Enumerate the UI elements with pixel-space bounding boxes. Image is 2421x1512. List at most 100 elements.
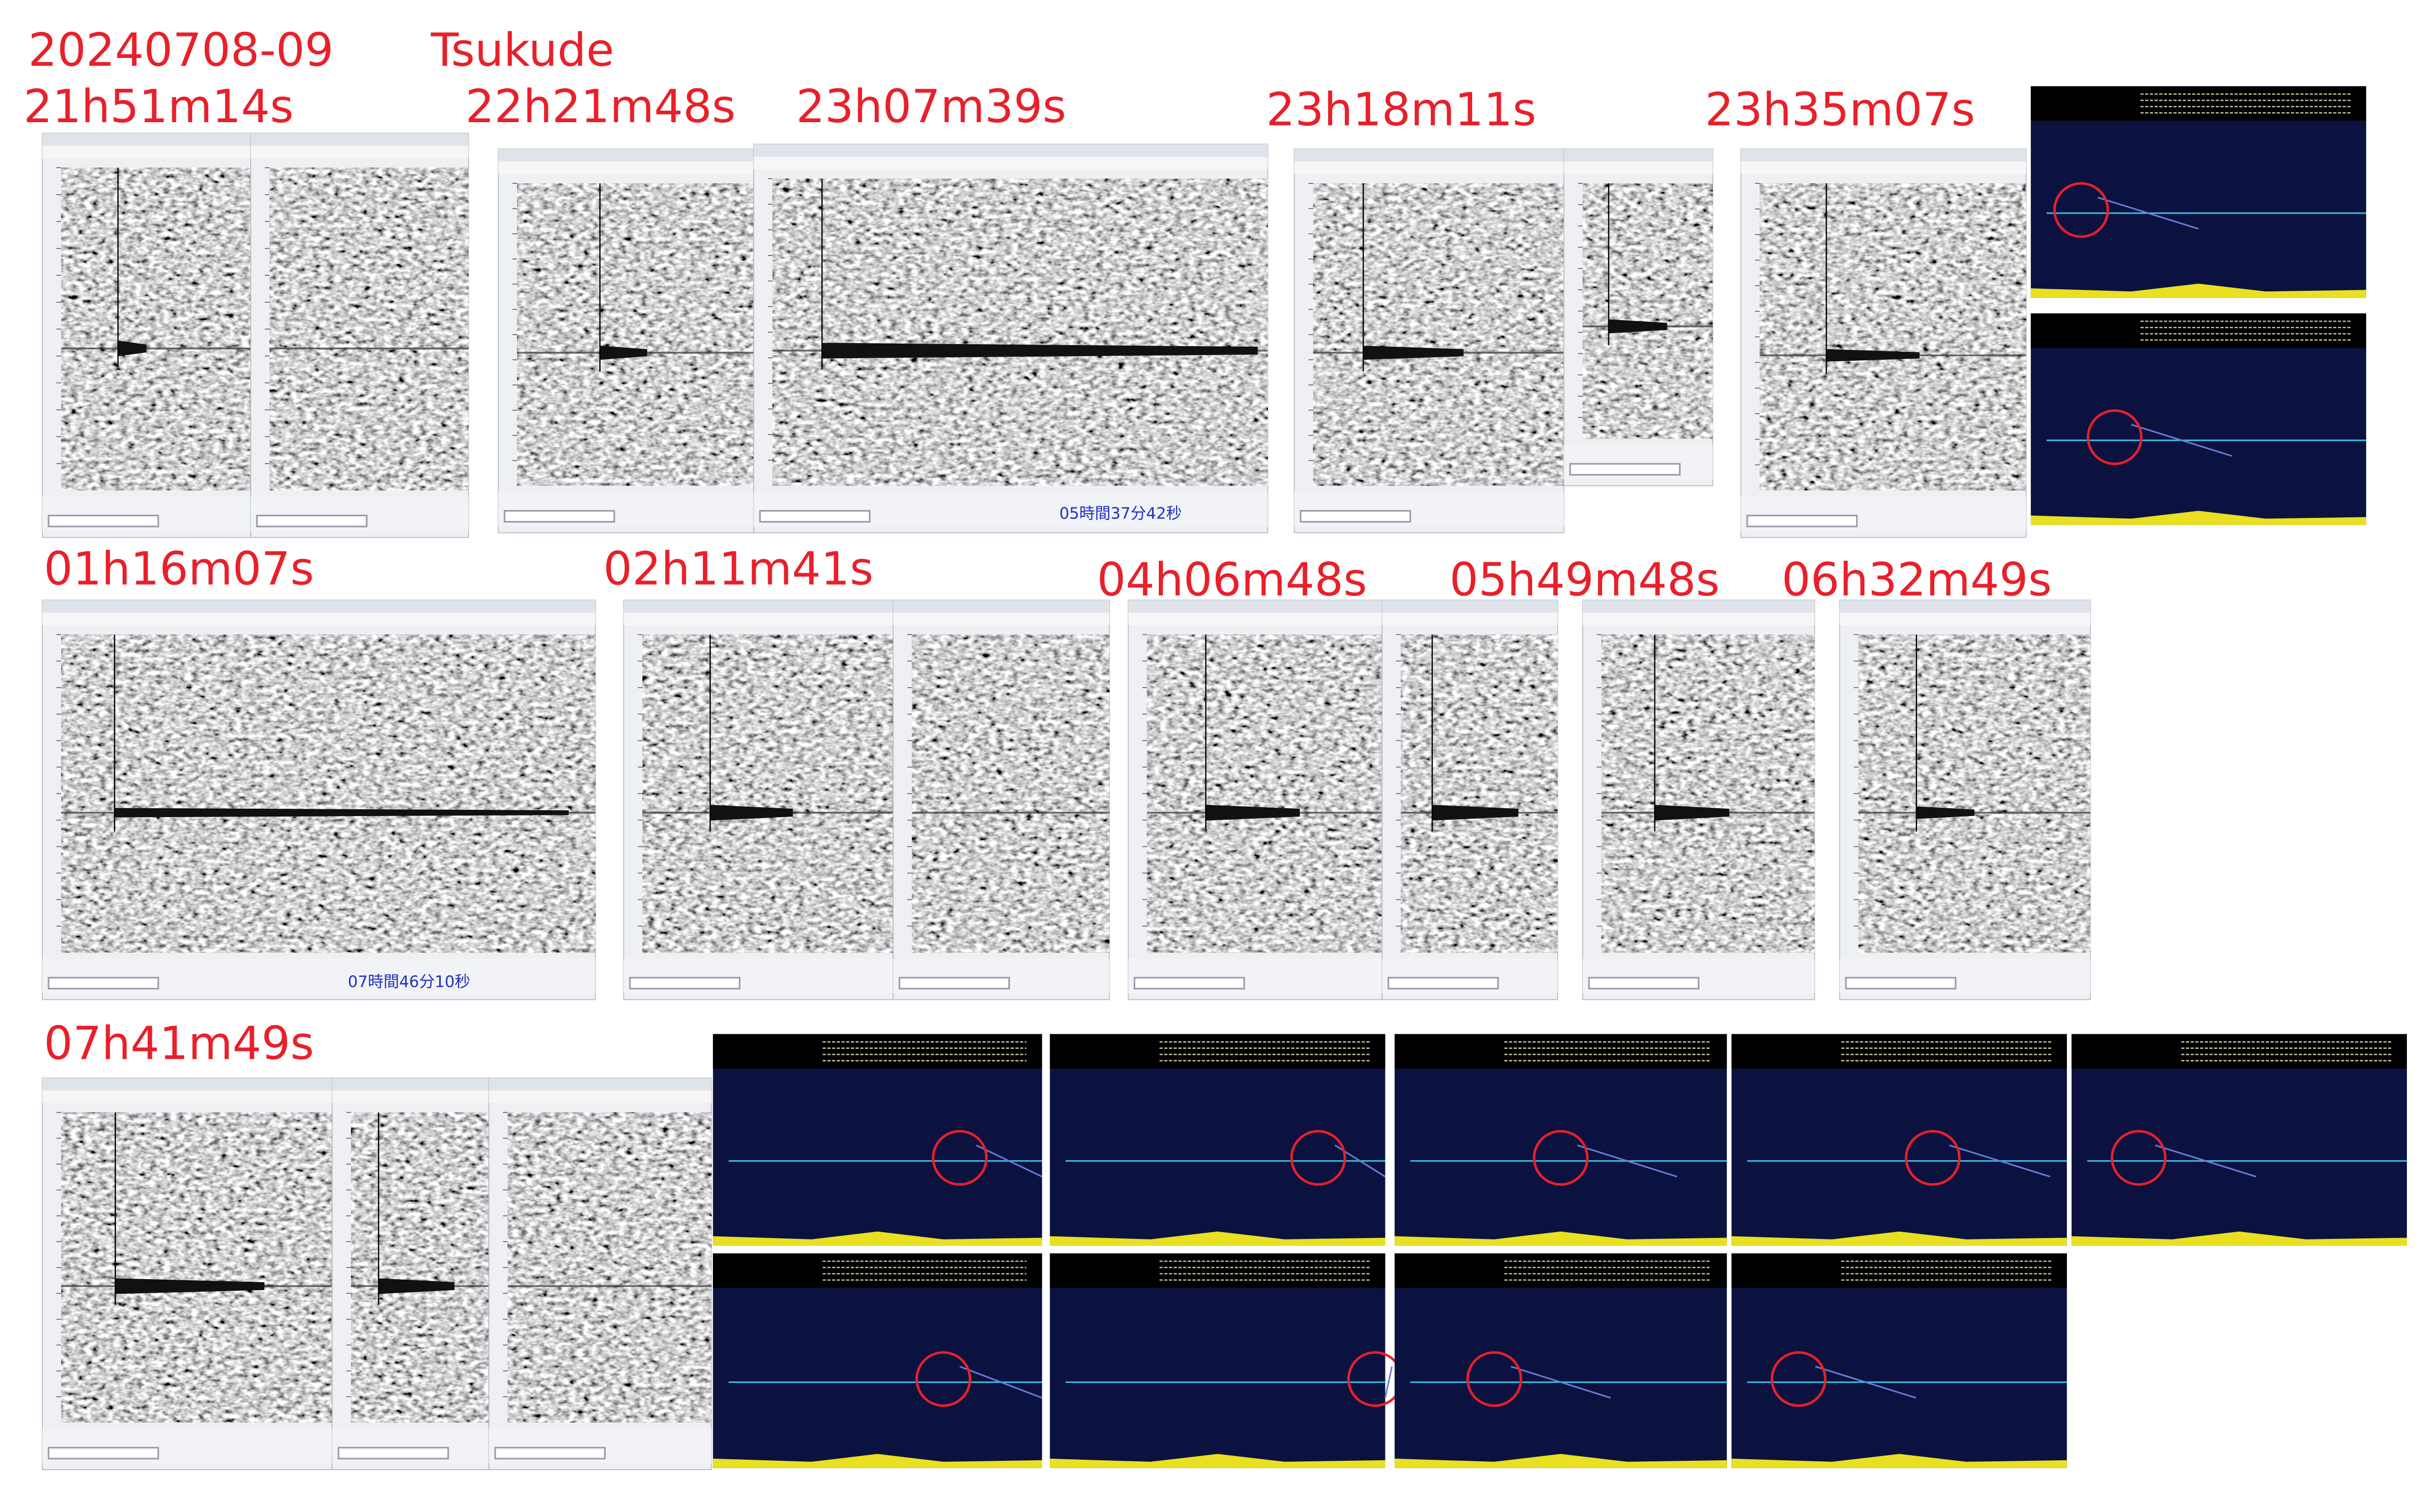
hro-screen	[2030, 86, 2366, 298]
time-ruler	[1294, 161, 1564, 174]
spectrogram-window	[250, 133, 469, 538]
spectrogram-window	[753, 144, 1268, 534]
hro-background	[1050, 1253, 1385, 1468]
streak	[1577, 1144, 1677, 1178]
streak	[2097, 196, 2199, 230]
time-ruler	[1741, 161, 2026, 174]
time-field	[256, 514, 368, 527]
time-ruler	[251, 146, 469, 159]
highlight-circle	[2086, 409, 2143, 465]
spectrogram-window	[1127, 599, 1383, 1000]
spectrogram-window	[42, 133, 252, 538]
hro-background	[2071, 1034, 2407, 1246]
meteor-echo	[114, 808, 569, 818]
highlight-circle	[1905, 1130, 1961, 1186]
hro-screen	[1050, 1034, 1386, 1246]
hro-header	[2071, 1034, 2407, 1069]
time-label: 02h11m41s	[603, 542, 873, 595]
toolbar	[42, 133, 251, 146]
hro-header	[1394, 1034, 1727, 1069]
time-field	[48, 977, 159, 990]
meteor-echo	[1826, 349, 1920, 362]
noise	[351, 1112, 489, 1423]
hro-background	[713, 1253, 1042, 1468]
time-ruler	[489, 1090, 712, 1103]
spectrum	[713, 1454, 1042, 1468]
meteor-echo	[822, 342, 1258, 359]
hro-screen	[2030, 313, 2366, 525]
spectrogram-window	[623, 599, 894, 1000]
toolbar	[489, 1078, 712, 1091]
toolbar	[754, 144, 1268, 157]
hro-background	[1394, 1034, 1727, 1246]
streak	[1384, 1366, 1393, 1398]
spectrogram-window	[332, 1077, 490, 1470]
time-field	[1388, 977, 1499, 990]
highlight-circle	[932, 1130, 988, 1186]
location: Tsukude	[430, 23, 614, 77]
panels	[42, 86, 2407, 1470]
hro-header	[713, 1253, 1042, 1288]
hro-header	[713, 1034, 1042, 1069]
meteor-echo	[1432, 805, 1519, 821]
noise	[61, 634, 596, 953]
time-field	[1133, 977, 1245, 990]
meteor-echo	[1608, 319, 1667, 334]
spectrogram-window	[1294, 148, 1565, 534]
noise	[1313, 183, 1564, 486]
hro-background	[1394, 1253, 1727, 1468]
meteor-echo	[378, 1278, 455, 1294]
time-field	[759, 510, 871, 523]
time-ruler	[1382, 612, 1558, 625]
time-field	[1569, 463, 1681, 476]
hro-background	[1731, 1034, 2067, 1246]
time-ruler	[1564, 161, 1713, 174]
toolbar	[498, 149, 754, 162]
spectrum	[1394, 1231, 1727, 1246]
hro-screen	[713, 1034, 1043, 1246]
time-ruler	[1582, 612, 1815, 625]
time-ruler	[42, 612, 596, 625]
time-field	[48, 1447, 159, 1460]
hro-header	[2030, 313, 2366, 348]
time-label: 06h32m49s	[1782, 553, 2052, 606]
toolbar	[42, 600, 596, 613]
spectrum	[1731, 1454, 2067, 1468]
time-label: 07h41m49s	[44, 1017, 314, 1070]
streak	[1815, 1365, 1917, 1399]
spectrogram-window	[892, 599, 1110, 1000]
hro-background	[1731, 1253, 2067, 1468]
spectrogram-window	[1740, 148, 2027, 538]
time-field	[503, 510, 615, 523]
hro-header	[1394, 1253, 1727, 1288]
toolbar	[893, 600, 1110, 613]
time-ruler	[1839, 612, 2090, 625]
time-field	[1588, 977, 1700, 990]
highlight-circle	[1290, 1130, 1346, 1186]
spectrum	[1394, 1454, 1727, 1468]
streak	[1510, 1365, 1611, 1399]
noise	[1401, 634, 1558, 953]
hro-screen	[1394, 1253, 1727, 1468]
meteor-echo	[600, 346, 648, 360]
time-field	[898, 977, 1010, 990]
spectrum	[1050, 1231, 1385, 1246]
spectrogram-window	[488, 1077, 712, 1470]
hro-header	[1731, 1034, 2067, 1069]
toolbar	[251, 133, 469, 146]
hro-screen	[1731, 1253, 2067, 1468]
highlight-circle	[1466, 1351, 1522, 1407]
toolbar	[1582, 600, 1815, 613]
meteor-echo	[117, 340, 147, 357]
time-ruler	[624, 612, 894, 625]
spectrum	[2030, 511, 2366, 525]
streak	[959, 1365, 1042, 1399]
spectrogram-window	[1582, 599, 1815, 1000]
spectrum	[1731, 1231, 2067, 1246]
spectrum	[2071, 1231, 2407, 1246]
noise	[1858, 634, 2090, 953]
spectrum	[2030, 284, 2366, 298]
time-field	[494, 1447, 606, 1460]
noise	[642, 634, 894, 953]
